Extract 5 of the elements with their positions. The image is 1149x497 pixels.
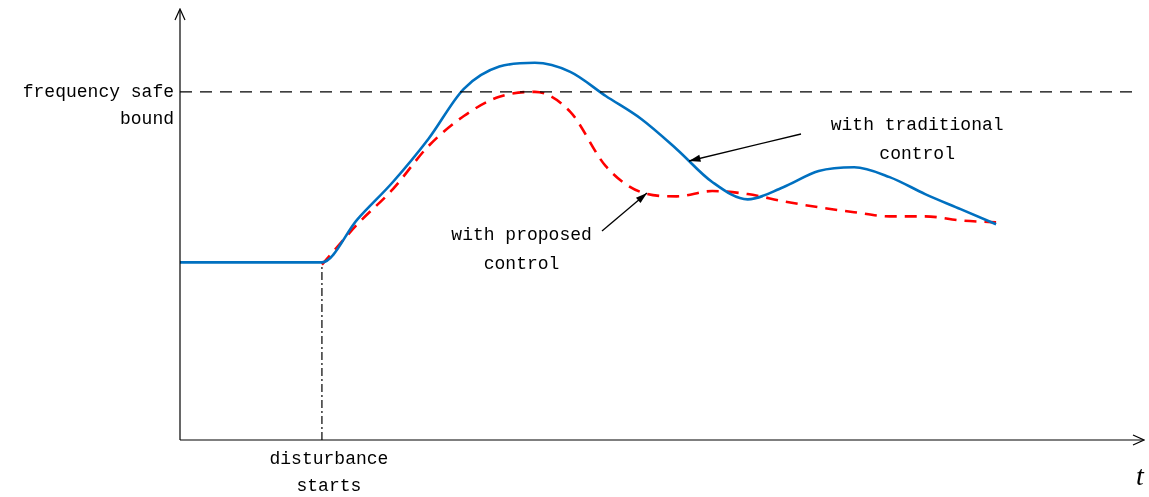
- text: disturbance starts: [269, 448, 389, 496]
- x-axis-title: t: [1136, 460, 1146, 492]
- series-label: with traditional control: [830, 115, 1004, 165]
- ref-line-label: frequency safe bound: [22, 81, 174, 129]
- text: with proposed control: [451, 224, 592, 274]
